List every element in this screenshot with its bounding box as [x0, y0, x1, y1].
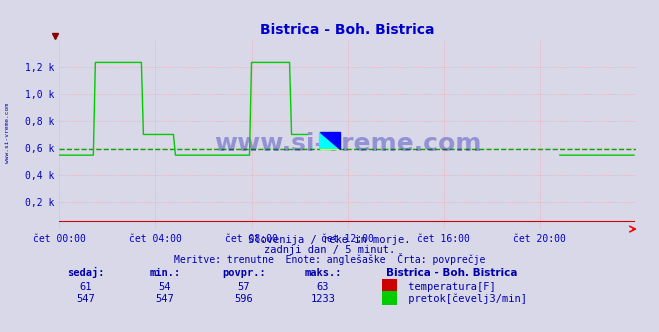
Text: www.si-vreme.com: www.si-vreme.com: [5, 103, 11, 163]
Text: 54: 54: [159, 282, 171, 291]
Text: sedaj:: sedaj:: [67, 267, 104, 278]
Polygon shape: [320, 132, 339, 148]
Text: www.si-vreme.com: www.si-vreme.com: [214, 132, 481, 156]
Text: 1233: 1233: [310, 294, 335, 304]
Text: pretok[čevelj3/min]: pretok[čevelj3/min]: [402, 293, 527, 304]
Bar: [320, 132, 339, 148]
Polygon shape: [320, 132, 339, 148]
Text: 57: 57: [238, 282, 250, 291]
Text: 547: 547: [76, 294, 95, 304]
Text: 596: 596: [235, 294, 253, 304]
Text: min.:: min.:: [149, 268, 181, 278]
Text: zadnji dan / 5 minut.: zadnji dan / 5 minut.: [264, 245, 395, 255]
Text: 547: 547: [156, 294, 174, 304]
Text: 61: 61: [80, 282, 92, 291]
Text: 63: 63: [317, 282, 329, 291]
Text: povpr.:: povpr.:: [222, 268, 266, 278]
Text: Slovenija / reke in morje.: Slovenija / reke in morje.: [248, 235, 411, 245]
Text: temperatura[F]: temperatura[F]: [402, 282, 496, 291]
Text: Bistrica - Boh. Bistrica: Bistrica - Boh. Bistrica: [386, 268, 517, 278]
Title: Bistrica - Boh. Bistrica: Bistrica - Boh. Bistrica: [260, 23, 435, 37]
Text: maks.:: maks.:: [304, 268, 341, 278]
Text: Meritve: trenutne  Enote: anglešaške  Črta: povprečje: Meritve: trenutne Enote: anglešaške Črta…: [174, 253, 485, 265]
